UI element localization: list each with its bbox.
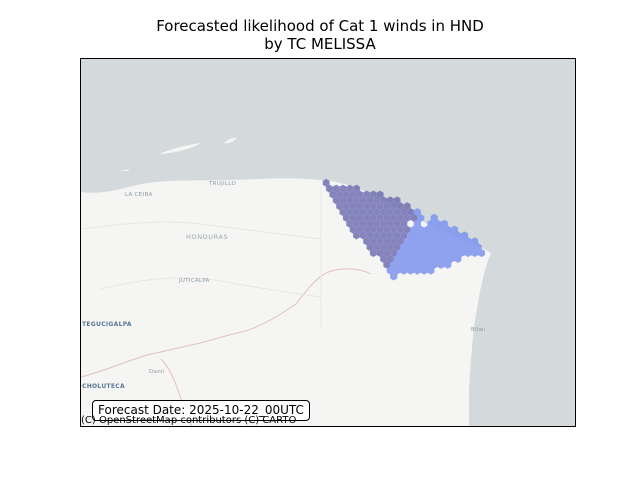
wind-likelihood-hexbins xyxy=(322,178,486,281)
islet xyxy=(465,357,469,361)
map-panel: LA CEIBA TRUJILLO HONDURAS JUTICALPA TEG… xyxy=(80,58,576,427)
island xyxy=(159,143,201,154)
chart-title-line2: by TC MELISSA xyxy=(264,35,376,53)
basemap xyxy=(81,137,491,426)
wind-likelihood-hex xyxy=(390,272,398,281)
place-label: TRUJILLO xyxy=(209,181,237,187)
place-label: TEGUCIGALPA xyxy=(82,321,132,328)
islet xyxy=(453,367,457,371)
place-label: CHOLUTECA xyxy=(82,383,125,390)
place-label: HONDURAS xyxy=(186,233,229,241)
place-label: Bilwi xyxy=(471,327,486,333)
road xyxy=(100,277,322,298)
place-label: JUTICALPA xyxy=(179,278,210,284)
wind-likelihood-hex xyxy=(427,266,435,275)
land-mass xyxy=(81,178,491,426)
chart-title-line1: Forecasted likelihood of Cat 1 winds in … xyxy=(156,17,484,35)
wind-likelihood-hex xyxy=(444,260,452,269)
islet xyxy=(459,342,463,346)
place-label: LA CEIBA xyxy=(125,192,153,198)
place-label: Danli xyxy=(149,369,165,375)
map-attribution: (C) OpenStreetMap contributors (C) CARTO xyxy=(81,415,297,426)
forecast-date-label: Forecast Date: 2025-10-22_00UTC xyxy=(92,400,310,421)
road xyxy=(81,221,322,240)
wind-likelihood-hex xyxy=(454,254,462,263)
island xyxy=(224,137,237,144)
border-line xyxy=(160,358,193,426)
wind-likelihood-hex xyxy=(477,248,486,258)
island xyxy=(119,169,129,171)
border-line xyxy=(81,268,372,378)
